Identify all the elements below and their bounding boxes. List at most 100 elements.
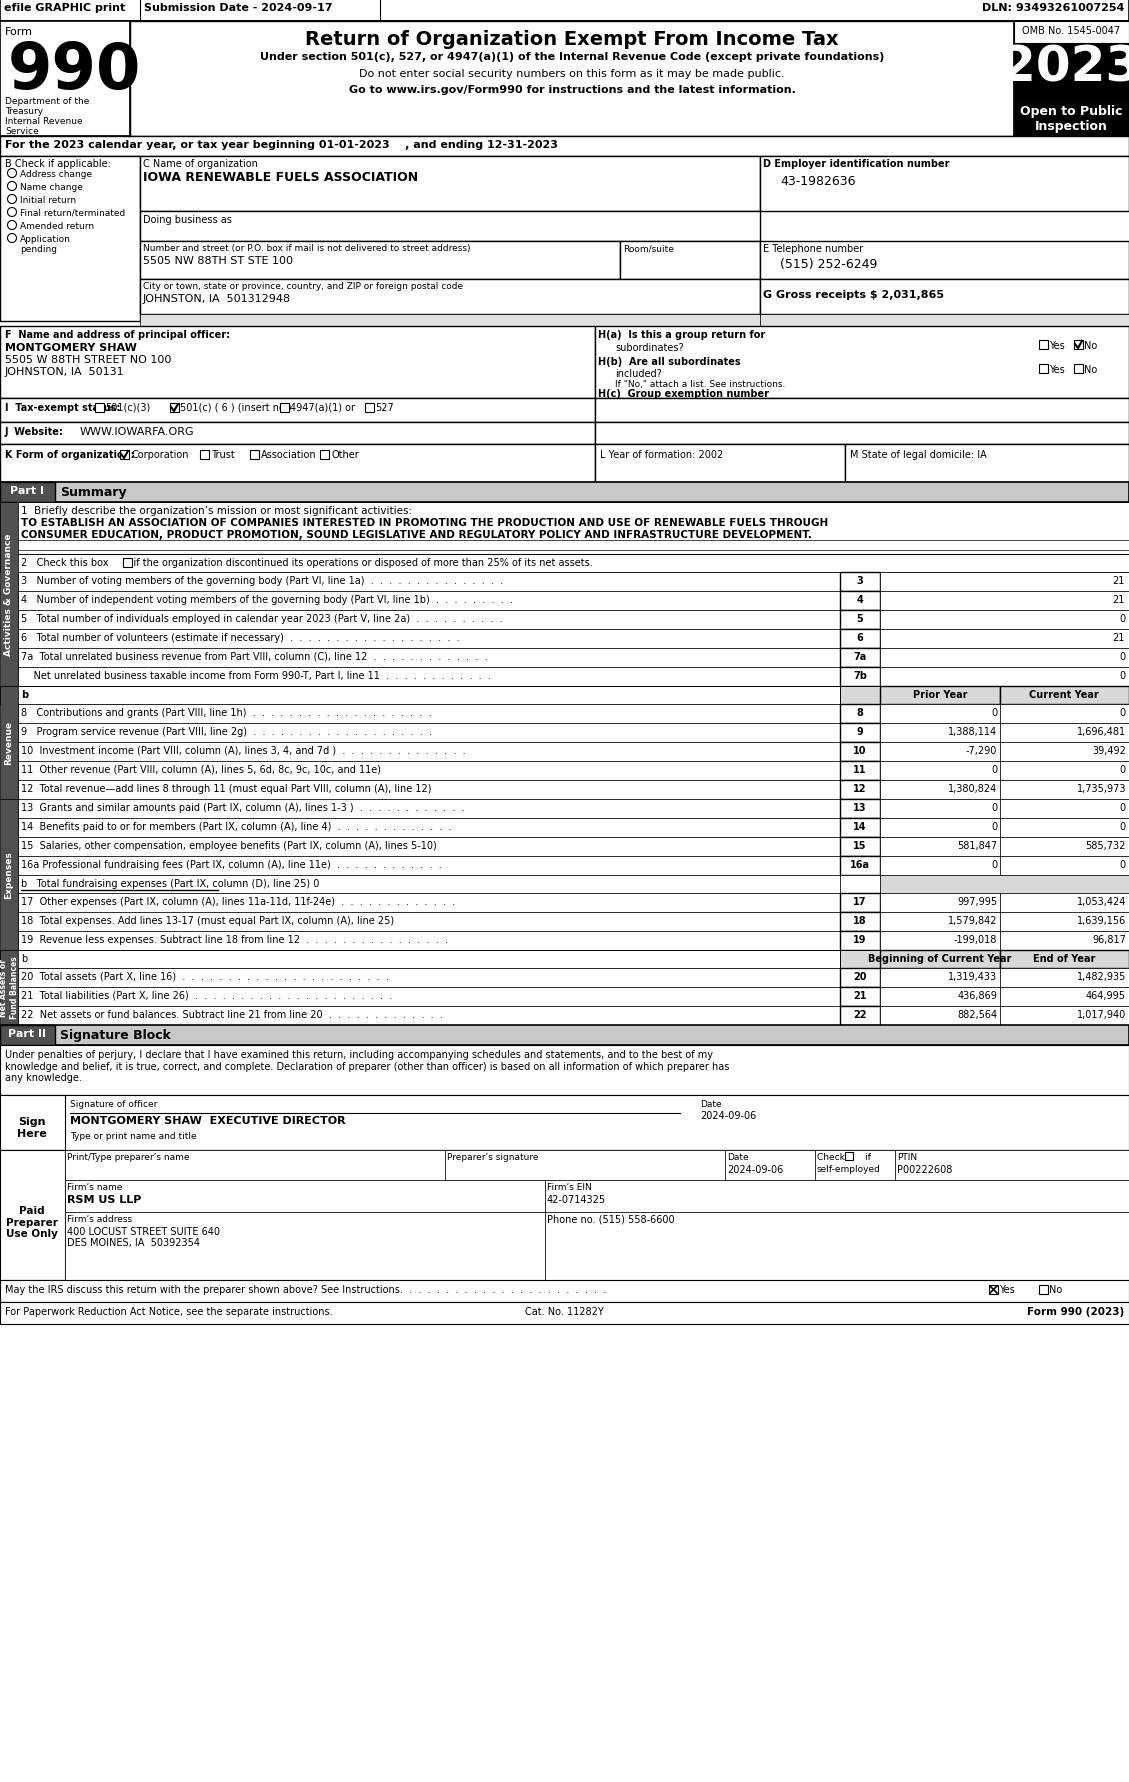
Bar (140, 280, 760, 315)
Text: 6   Total number of volunteers (estimate if necessary)  .  .  .  .  .  .  .  .  : 6 Total number of volunteers (estimate i… (21, 633, 460, 643)
Bar (879, 592, 1129, 611)
Bar (1014, 21, 1129, 45)
Bar (1000, 838, 1129, 857)
Text: City or town, state or province, country, and ZIP or foreign postal code: City or town, state or province, country… (143, 282, 463, 290)
Text: No: No (1049, 1285, 1062, 1294)
Text: No: No (1084, 340, 1097, 351)
Bar (840, 857, 879, 875)
Text: subordinates?: subordinates? (615, 342, 684, 353)
Text: 5   Total number of individuals employed in calendar year 2023 (Part V, line 2a): 5 Total number of individuals employed i… (21, 613, 502, 624)
Text: Submission Date - 2024-09-17: Submission Date - 2024-09-17 (145, 4, 333, 12)
Bar (18, 629, 840, 649)
Bar (0, 686, 18, 800)
Text: b   Total fundraising expenses (Part IX, column (D), line 25) 0: b Total fundraising expenses (Part IX, c… (21, 879, 320, 889)
Text: End of Year: End of Year (1033, 953, 1095, 964)
Text: Print/Type preparer’s name: Print/Type preparer’s name (67, 1153, 190, 1162)
Bar (989, 1285, 998, 1294)
Text: Address change: Address change (20, 169, 93, 178)
Text: Initial return: Initial return (20, 196, 76, 205)
Text: 585,732: 585,732 (1086, 841, 1126, 850)
Bar (65, 1212, 545, 1279)
Text: Number and street (or P.O. box if mail is not delivered to street address): Number and street (or P.O. box if mail i… (143, 244, 471, 253)
Text: Department of the: Department of the (5, 96, 89, 105)
Text: JOHNSTON, IA  501312948: JOHNSTON, IA 501312948 (143, 294, 291, 303)
Bar (18, 893, 840, 912)
Text: Phone no. (515) 558-6600: Phone no. (515) 558-6600 (546, 1214, 675, 1224)
Text: Net unrelated business taxable income from Form 990-T, Part I, line 11  .  .  . : Net unrelated business taxable income fr… (21, 670, 491, 681)
Text: 990: 990 (8, 39, 141, 102)
Text: CONSUMER EDUCATION, PRODUCT PROMOTION, SOUND LEGISLATIVE AND REGULATORY POLICY A: CONSUMER EDUCATION, PRODUCT PROMOTION, S… (21, 529, 812, 540)
Bar (1000, 932, 1129, 950)
Bar (879, 950, 1000, 968)
Text: I  Tax-exempt status:: I Tax-exempt status: (5, 403, 121, 413)
Bar (879, 611, 1129, 629)
Bar (844, 1153, 854, 1160)
Bar (844, 446, 1129, 483)
Text: 1,319,433: 1,319,433 (948, 971, 997, 982)
Text: 5505 NW 88TH ST STE 100: 5505 NW 88TH ST STE 100 (143, 257, 294, 266)
Bar (18, 704, 840, 723)
Bar (18, 611, 840, 629)
Bar (1074, 365, 1083, 374)
Bar (595, 326, 1129, 399)
Text: Other: Other (331, 449, 359, 460)
Bar (595, 422, 1129, 446)
Text: 501(c) ( 6 ) (insert no.): 501(c) ( 6 ) (insert no.) (180, 403, 291, 413)
Text: 2024-09-06: 2024-09-06 (700, 1110, 756, 1121)
Bar (140, 315, 760, 326)
Text: 8: 8 (857, 707, 864, 718)
Bar (65, 1151, 445, 1180)
Bar (840, 987, 879, 1007)
Bar (0, 399, 595, 422)
Text: Firm’s name: Firm’s name (67, 1181, 122, 1192)
Bar (0, 1046, 1129, 1096)
Text: 1,380,824: 1,380,824 (947, 784, 997, 793)
Bar (840, 912, 879, 932)
Text: Under penalties of perjury, I declare that I have examined this return, includin: Under penalties of perjury, I declare th… (5, 1050, 729, 1083)
Text: 464,995: 464,995 (1086, 991, 1126, 1000)
Text: 17  Other expenses (Part IX, column (A), lines 11a-11d, 11f-24e)  .  .  .  .  . : 17 Other expenses (Part IX, column (A), … (21, 896, 455, 907)
Text: No: No (1084, 365, 1097, 374)
Bar (250, 451, 259, 460)
Bar (0, 1279, 1129, 1303)
Bar (1014, 45, 1129, 103)
Text: For Paperwork Reduction Act Notice, see the separate instructions.: For Paperwork Reduction Act Notice, see … (5, 1306, 333, 1317)
Bar (879, 838, 1000, 857)
Text: 400 LOCUST STREET SUITE 640: 400 LOCUST STREET SUITE 640 (67, 1226, 220, 1237)
Text: -199,018: -199,018 (954, 934, 997, 944)
Bar (545, 1212, 1129, 1279)
Text: 21: 21 (1112, 576, 1124, 586)
Text: 19  Revenue less expenses. Subtract line 18 from line 12  .  .  .  .  .  .  .  .: 19 Revenue less expenses. Subtract line … (21, 934, 448, 944)
Text: 0: 0 (1119, 670, 1124, 681)
Text: H(b)  Are all subordinates: H(b) Are all subordinates (598, 356, 741, 367)
Bar (95, 405, 104, 413)
Bar (840, 743, 879, 761)
Bar (1000, 800, 1129, 818)
Bar (140, 242, 620, 280)
Text: 12: 12 (854, 784, 867, 793)
Text: 0: 0 (1120, 802, 1126, 813)
Bar (879, 818, 1000, 838)
Bar (879, 743, 1000, 761)
Bar (1000, 950, 1129, 968)
Bar (1000, 968, 1129, 987)
Text: 7a: 7a (854, 652, 867, 661)
Text: PTIN: PTIN (898, 1153, 917, 1162)
Text: Firm’s EIN: Firm’s EIN (546, 1181, 592, 1192)
Bar (18, 743, 840, 761)
Text: D Employer identification number: D Employer identification number (763, 159, 949, 169)
Text: 581,847: 581,847 (957, 841, 997, 850)
Text: Revenue: Revenue (5, 720, 14, 764)
Bar (1000, 761, 1129, 781)
Bar (1039, 340, 1048, 349)
Bar (1000, 912, 1129, 932)
Text: F  Name and address of principal officer:: F Name and address of principal officer: (5, 330, 230, 340)
Text: 15: 15 (854, 841, 867, 850)
Text: 1,017,940: 1,017,940 (1077, 1009, 1126, 1019)
Bar (18, 761, 840, 781)
Text: P00222608: P00222608 (898, 1164, 953, 1174)
Text: IOWA RENEWABLE FUELS ASSOCIATION: IOWA RENEWABLE FUELS ASSOCIATION (143, 171, 418, 184)
Bar (170, 405, 180, 413)
Text: Cat. No. 11282Y: Cat. No. 11282Y (525, 1306, 603, 1317)
Text: 9   Program service revenue (Part VIII, line 2g)  .  .  .  .  .  .  .  .  .  .  : 9 Program service revenue (Part VIII, li… (21, 727, 432, 736)
